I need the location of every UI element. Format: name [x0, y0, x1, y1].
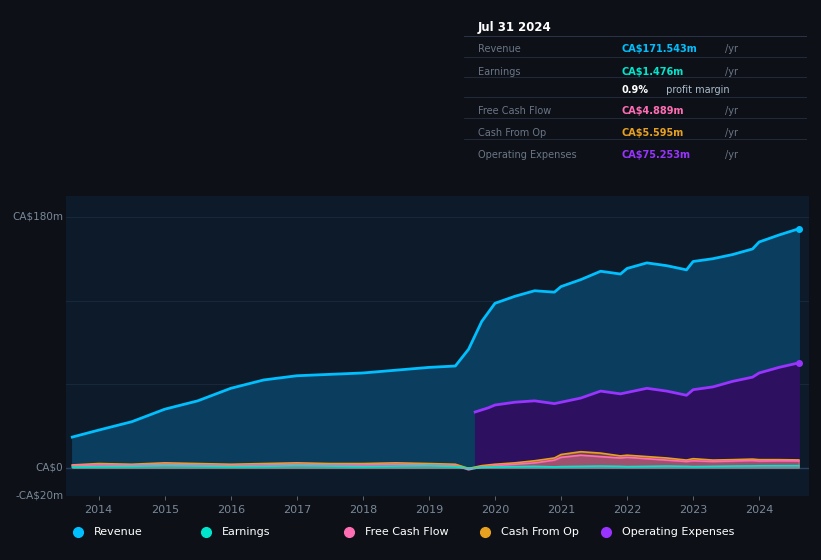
Text: 0.9%: 0.9%	[621, 86, 649, 95]
Text: /yr: /yr	[725, 151, 738, 160]
Text: /yr: /yr	[725, 44, 738, 54]
Text: Revenue: Revenue	[94, 528, 142, 537]
Text: Operating Expenses: Operating Expenses	[478, 151, 576, 160]
Text: CA$75.253m: CA$75.253m	[621, 151, 690, 160]
Text: /yr: /yr	[725, 128, 738, 138]
Text: Jul 31 2024: Jul 31 2024	[478, 21, 552, 34]
Text: CA$180m: CA$180m	[12, 212, 63, 222]
Text: Operating Expenses: Operating Expenses	[622, 528, 735, 537]
Text: CA$4.889m: CA$4.889m	[621, 106, 684, 116]
Text: /yr: /yr	[725, 67, 738, 77]
Text: CA$1.476m: CA$1.476m	[621, 67, 684, 77]
Text: profit margin: profit margin	[663, 86, 730, 95]
Text: /yr: /yr	[725, 106, 738, 116]
Text: Earnings: Earnings	[478, 67, 520, 77]
Text: Free Cash Flow: Free Cash Flow	[365, 528, 448, 537]
Text: Cash From Op: Cash From Op	[501, 528, 579, 537]
Text: Revenue: Revenue	[478, 44, 521, 54]
Text: CA$5.595m: CA$5.595m	[621, 128, 684, 138]
Text: CA$0: CA$0	[36, 463, 63, 473]
Text: -CA$20m: -CA$20m	[16, 491, 63, 501]
Text: Cash From Op: Cash From Op	[478, 128, 546, 138]
Text: Earnings: Earnings	[222, 528, 271, 537]
Text: CA$171.543m: CA$171.543m	[621, 44, 698, 54]
Text: Free Cash Flow: Free Cash Flow	[478, 106, 551, 116]
